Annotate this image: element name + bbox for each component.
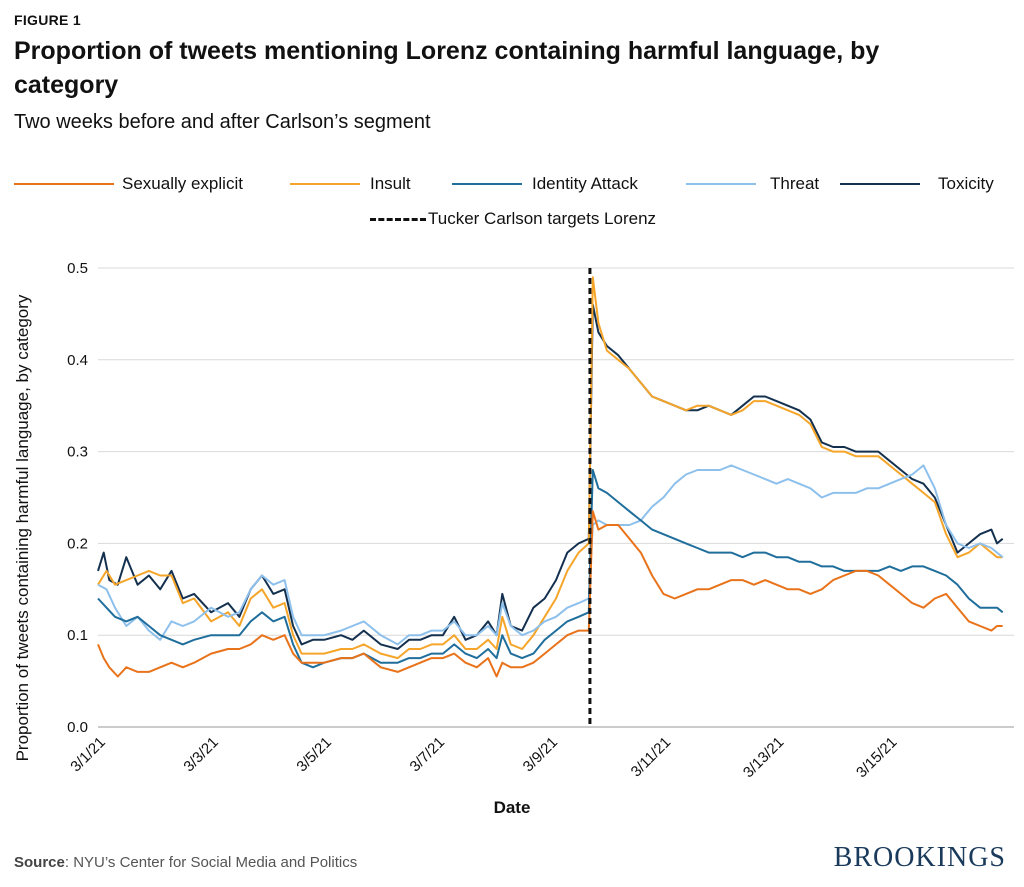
x-tick-label: 3/11/21 [628,734,675,781]
source-note: Source: NYU’s Center for Social Media an… [14,854,357,871]
grid-layer [98,267,1014,728]
x-tick-label: 3/5/21 [293,734,335,776]
series-line-threat [97,464,1004,646]
series-line-toxicity [97,303,1004,650]
legend-sexually-explicit: Sexually explicit [14,173,264,195]
x-tick-label: 3/13/21 [740,734,787,781]
figure-label: FIGURE 1 [14,12,81,28]
legend-identity-attack: Identity Attack [452,173,672,195]
axis-layer: 0.0 0.1 0.2 0.3 0.4 0.5 3/1/21 3/3/21 3/5/21 3/7/… [67,260,900,781]
legend-label-sexually-explicit: Sexually explicit [122,174,243,193]
x-tick-label: 3/3/21 [180,734,222,776]
legend-label-toxicity: Toxicity [938,174,994,193]
legend-label-threat: Threat [770,174,820,193]
legend-swatch-sexually-explicit [14,183,114,185]
source-text: : NYU’s Center for Social Media and Poli… [64,854,358,871]
line-chart: 0.0 0.1 0.2 0.3 0.4 0.5 3/1/21 3/3/21 3/5/21 3/7/… [13,260,1014,817]
legend-toxicity: Toxicity [840,173,1010,195]
legend-label-insult: Insult [370,174,411,193]
legend-threat: Threat [686,173,826,195]
series-line-identity-attack [97,469,1004,669]
x-tick-label: 3/15/21 [853,734,900,781]
legend-swatch-identity-attack [452,183,522,185]
brookings-logo: BROOKINGS [833,842,1006,873]
legend-swatch-toxicity [840,183,920,185]
y-tick-label: 0.3 [67,444,88,461]
legend-swatch-event [370,218,426,221]
legend-swatch-threat [686,183,756,185]
legend-swatch-insult [290,183,360,185]
x-tick-label: 3/9/21 [520,734,562,776]
legend-label-event: Tucker Carlson targets Lorenz [428,209,657,228]
chart-subtitle: Two weeks before and after Carlson’s seg… [14,111,431,133]
series-line-insult [97,276,1003,660]
legend-insult: Insult [290,173,430,195]
y-tick-label: 0.5 [67,260,88,277]
y-tick-label: 0.0 [67,719,88,736]
y-tick-label: 0.2 [67,535,88,552]
series-line-sexually-explicit [97,510,1003,678]
series-layer [97,268,1004,727]
legend-label-identity-attack: Identity Attack [532,174,638,193]
chart-title: Proportion of tweets mentioning Lorenz c… [14,37,880,99]
x-tick-label: 3/1/21 [67,734,109,776]
source-label: Source [14,854,65,871]
y-tick-label: 0.1 [67,627,88,644]
y-axis-label: Proportion of tweets containing harmful … [13,294,32,761]
x-axis-label: Date [494,798,531,817]
y-tick-label: 0.4 [67,352,88,369]
x-tick-label: 3/7/21 [407,734,449,776]
